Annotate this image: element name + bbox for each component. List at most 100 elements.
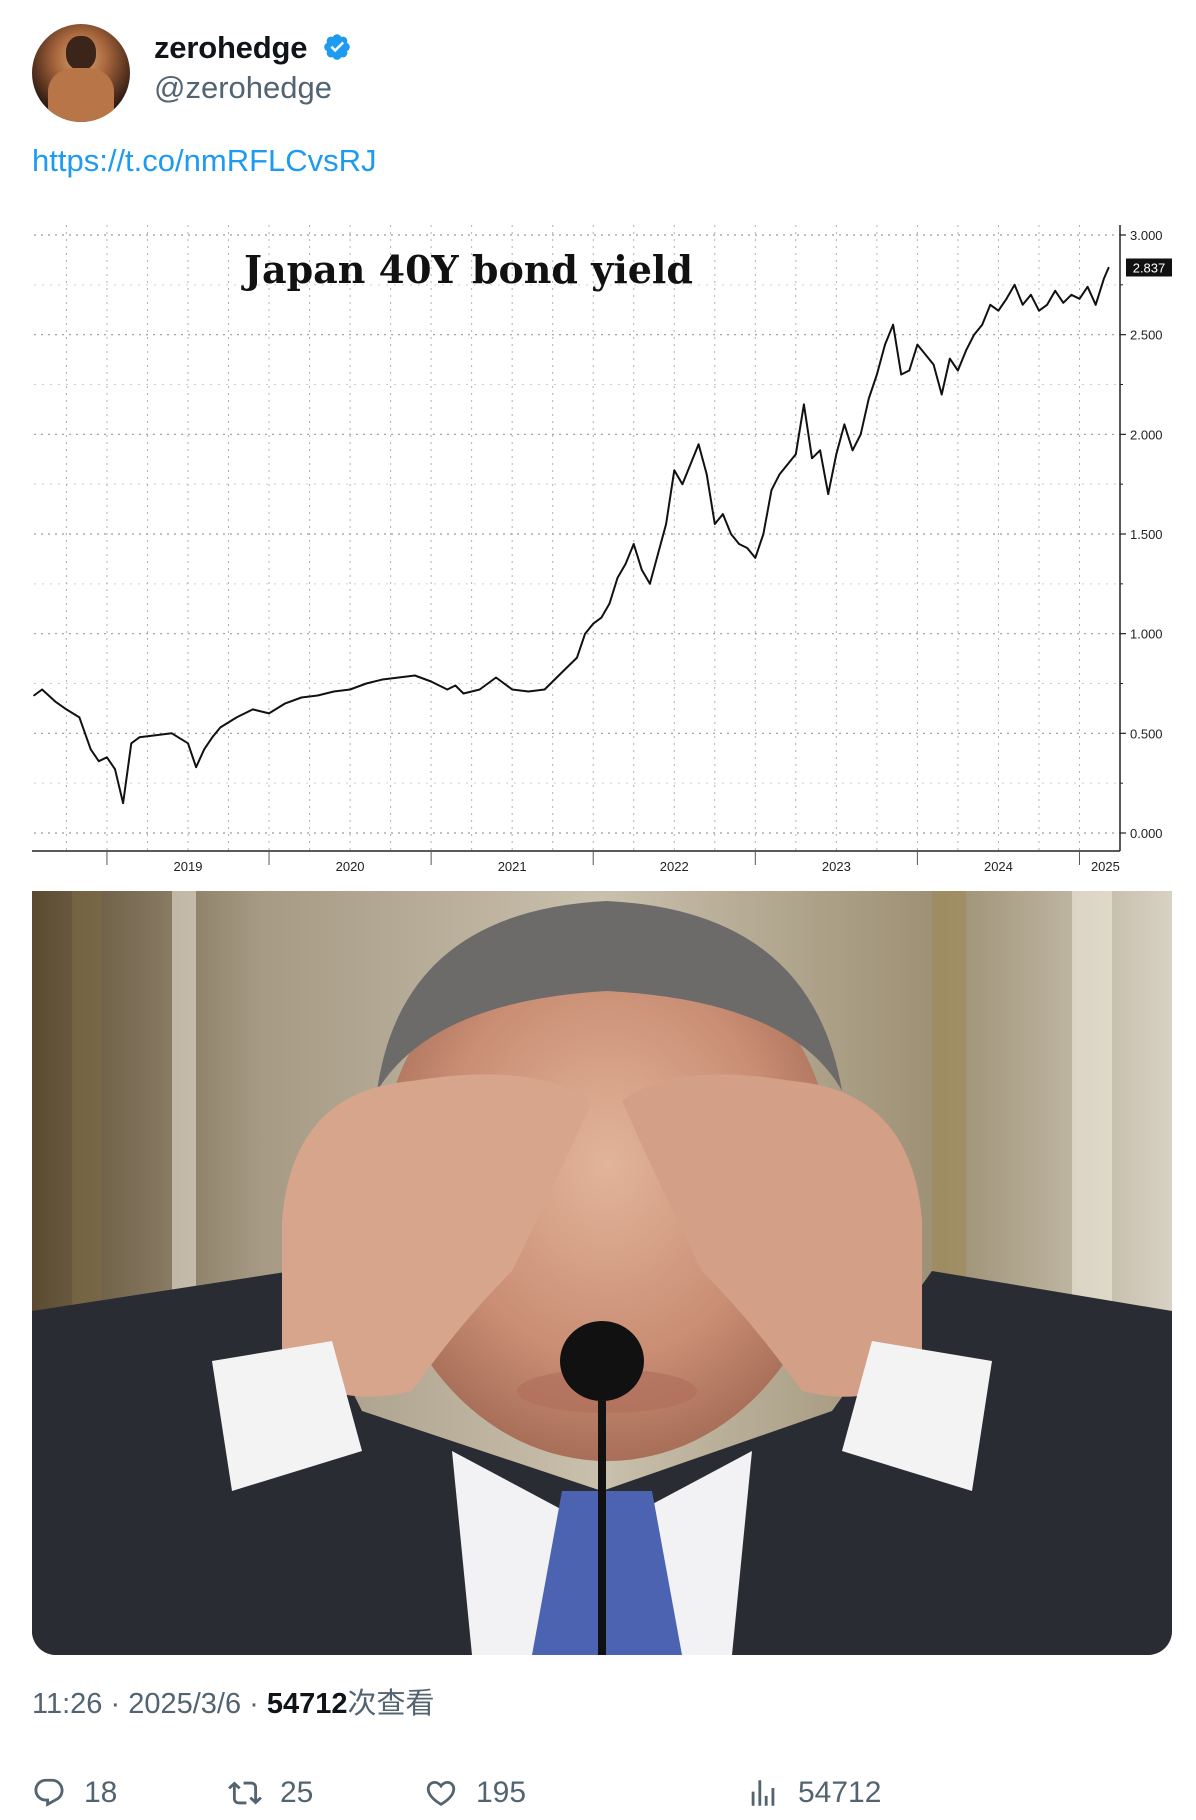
data-point — [511, 688, 513, 691]
tweet-header: zerohedge @zerohedge — [32, 22, 1132, 122]
tweet-link[interactable]: https://t.co/nmRFLCvsRJ — [32, 143, 377, 178]
analytics-icon — [751, 1780, 775, 1806]
data-point — [689, 463, 692, 466]
y-tick-label: 0.500 — [1130, 726, 1163, 741]
data-point — [454, 684, 457, 687]
data-point — [300, 696, 303, 699]
data-point — [211, 736, 214, 739]
data-point — [641, 569, 643, 571]
data-point — [89, 748, 92, 751]
data-point — [1094, 303, 1097, 306]
data-point — [632, 543, 635, 545]
y-tick-label: 2.500 — [1130, 328, 1163, 343]
data-point — [746, 547, 748, 549]
data-point — [932, 363, 935, 366]
tweet-media[interactable]: 0.000 0.500 1.000 1.500 2.000 2.500 3.000 2019 2… — [32, 205, 1172, 1655]
data-point — [365, 682, 368, 685]
x-tick-label: 2024 — [984, 859, 1013, 874]
data-point — [1013, 284, 1016, 286]
data-point — [98, 760, 100, 763]
data-point — [219, 726, 222, 729]
data-point — [414, 674, 416, 677]
data-point — [268, 712, 270, 715]
data-point — [430, 680, 432, 683]
data-point — [1070, 294, 1073, 296]
data-point — [284, 702, 287, 705]
data-point — [997, 309, 1000, 312]
data-point — [122, 802, 124, 804]
data-point — [527, 690, 530, 693]
data-point — [33, 694, 35, 697]
data-point — [957, 369, 959, 372]
photo-man-covering-face[interactable] — [32, 891, 1172, 1655]
data-point — [770, 489, 773, 491]
data-point — [681, 483, 684, 485]
data-point — [673, 469, 676, 472]
data-point — [130, 742, 133, 745]
data-point — [843, 423, 846, 426]
avatar[interactable] — [32, 24, 130, 122]
last-value-box — [1126, 258, 1172, 277]
data-point — [713, 523, 716, 525]
data-point — [1102, 278, 1105, 280]
y-tick-label: 0.000 — [1130, 826, 1163, 841]
data-point — [649, 583, 651, 585]
data-point — [41, 688, 43, 691]
series-line-japan-40y — [33, 267, 1110, 805]
views-count: 54712 — [798, 1776, 882, 1809]
data-point — [397, 676, 400, 679]
data-point — [576, 656, 578, 659]
data-point — [730, 533, 732, 535]
data-point — [851, 449, 854, 452]
data-point — [316, 694, 319, 697]
x-tick-label: 2023 — [822, 859, 851, 874]
data-point — [608, 602, 611, 605]
data-point — [462, 692, 465, 695]
data-point — [884, 343, 886, 346]
data-point — [940, 393, 943, 396]
data-point — [949, 357, 951, 360]
yield-chart: 0.000 0.500 1.000 1.500 2.000 2.500 3.000 2019 2… — [32, 225, 1172, 874]
chart-title: Japan 40Y bond yield — [241, 247, 693, 292]
retweet-icon — [228, 1781, 262, 1805]
reply-count: 18 — [84, 1776, 118, 1809]
tweet-time[interactable]: 11:26 — [32, 1688, 103, 1720]
data-point — [252, 708, 254, 711]
data-point — [333, 690, 335, 693]
data-point — [1005, 297, 1008, 300]
data-point — [195, 766, 197, 769]
data-point — [624, 563, 627, 565]
reply-icon — [34, 1778, 64, 1807]
author-display-name[interactable]: zerohedge — [154, 30, 308, 65]
data-point — [106, 756, 108, 759]
y-tick-label: 2.000 — [1130, 427, 1163, 442]
view-count-suffix: 次查看 — [347, 1688, 435, 1720]
photo-illustration — [32, 891, 1172, 1655]
chart-image[interactable]: 0.000 0.500 1.000 1.500 2.000 2.500 3.000 2019 2… — [32, 205, 1172, 893]
data-point — [114, 768, 116, 771]
tweet-date[interactable]: 2025/3/6 — [128, 1688, 242, 1720]
data-point — [965, 349, 967, 352]
data-point — [446, 688, 449, 691]
data-point — [786, 463, 789, 466]
data-point — [876, 373, 878, 376]
data-point — [478, 688, 481, 691]
data-point — [616, 577, 619, 579]
data-point — [154, 734, 157, 737]
meta-separator: · — [102, 1688, 129, 1720]
author-handle[interactable]: @zerohedge — [154, 70, 332, 105]
data-point — [559, 672, 562, 675]
data-point — [1054, 290, 1056, 292]
data-point — [827, 493, 830, 495]
data-point — [705, 473, 708, 476]
retweet-count: 25 — [280, 1776, 314, 1809]
x-tick-label: 2022 — [660, 859, 689, 874]
data-point — [235, 716, 238, 719]
data-point — [859, 433, 862, 436]
data-point — [722, 513, 724, 515]
data-point — [867, 397, 870, 400]
tweet-actions: 18 25 195 54712 — [32, 1770, 1152, 1814]
meta-separator: · — [241, 1688, 267, 1720]
data-point — [584, 632, 586, 635]
data-point — [1086, 286, 1089, 288]
